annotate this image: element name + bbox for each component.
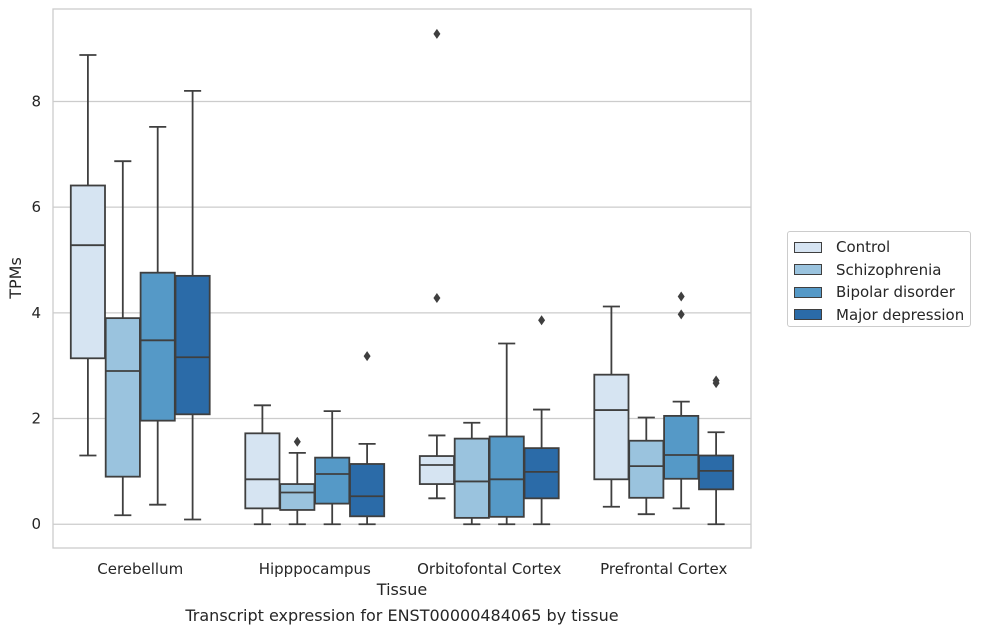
x-tick-label: Cerebellum [97,560,183,578]
box-0-3 [174,90,211,521]
box-2-3 [523,315,560,526]
y-tick-label: 0 [31,515,41,533]
x-axis-label: Tissue [376,580,427,599]
box-iqr [279,483,316,511]
legend-swatch [794,309,822,321]
y-tick-labels: 0 2 4 6 8 [31,92,41,533]
box-iqr [628,439,665,499]
box-plot-boxes [69,28,735,526]
box-iqr [453,437,490,519]
x-tick-label: Hipppocampus [259,560,371,578]
box-iqr [349,463,386,518]
box-0-1 [104,160,141,517]
legend-swatch [794,286,822,298]
box-0-2 [139,125,176,506]
box-iqr [139,271,176,422]
legend-item: Schizophrenia [794,259,970,282]
box-iqr [314,456,351,505]
box-iqr [69,184,106,360]
box-iqr [663,414,700,480]
x-tick-label: Orbitofontal Cortex [417,560,561,578]
box-iqr [244,432,281,510]
outlier-point [363,351,371,362]
y-tick-label: 4 [31,304,41,322]
y-tick-label: 2 [31,410,41,428]
outlier-point [433,28,441,39]
box-1-1 [279,436,316,526]
box-3-2 [663,291,700,510]
y-axis-label: TPMs [6,257,25,300]
box-iqr [698,454,735,491]
box-1-0 [244,404,281,526]
box-1-2 [314,410,351,526]
legend-swatch [794,241,822,253]
box-0-0 [69,54,106,457]
box-iqr [523,447,560,500]
box-2-2 [488,342,525,526]
legend-item: Major depression [794,304,970,327]
box-3-0 [593,305,630,508]
legend-label: Bipolar disorder [836,283,955,302]
box-iqr [418,455,455,485]
box-iqr [104,317,141,478]
x-tick-labels: Cerebellum Hipppocampus Orbitofontal Corte… [97,560,727,578]
legend-item: Control [794,236,970,259]
plot-frame [52,8,752,549]
outlier-point [538,315,546,326]
y-tick-label: 8 [31,92,41,110]
legend-swatch [794,264,822,276]
box-iqr [174,274,211,416]
outlier-point [712,375,720,386]
box-3-1 [628,416,665,516]
box-2-0 [418,28,455,500]
legend-label: Major depression [836,305,965,324]
box-2-1 [453,421,490,526]
box-1-3 [349,351,386,526]
x-tick-label: Prefrontal Cortex [600,560,727,578]
outlier-point [433,293,441,304]
legend-item: Bipolar disorder [794,281,970,304]
legend-label: Schizophrenia [836,260,942,279]
y-tick-label: 6 [31,198,41,216]
box-iqr [593,373,630,481]
legend: Control Schizophrenia Bipolar disorder Majo… [787,231,971,327]
box-3-3 [698,375,735,526]
box-iqr [488,435,525,518]
figure-caption: Transcript expression for ENST0000048406… [185,606,619,625]
legend-label: Control [836,238,891,257]
outlier-point [293,436,301,447]
outlier-point [677,291,685,302]
outlier-point [677,309,685,320]
